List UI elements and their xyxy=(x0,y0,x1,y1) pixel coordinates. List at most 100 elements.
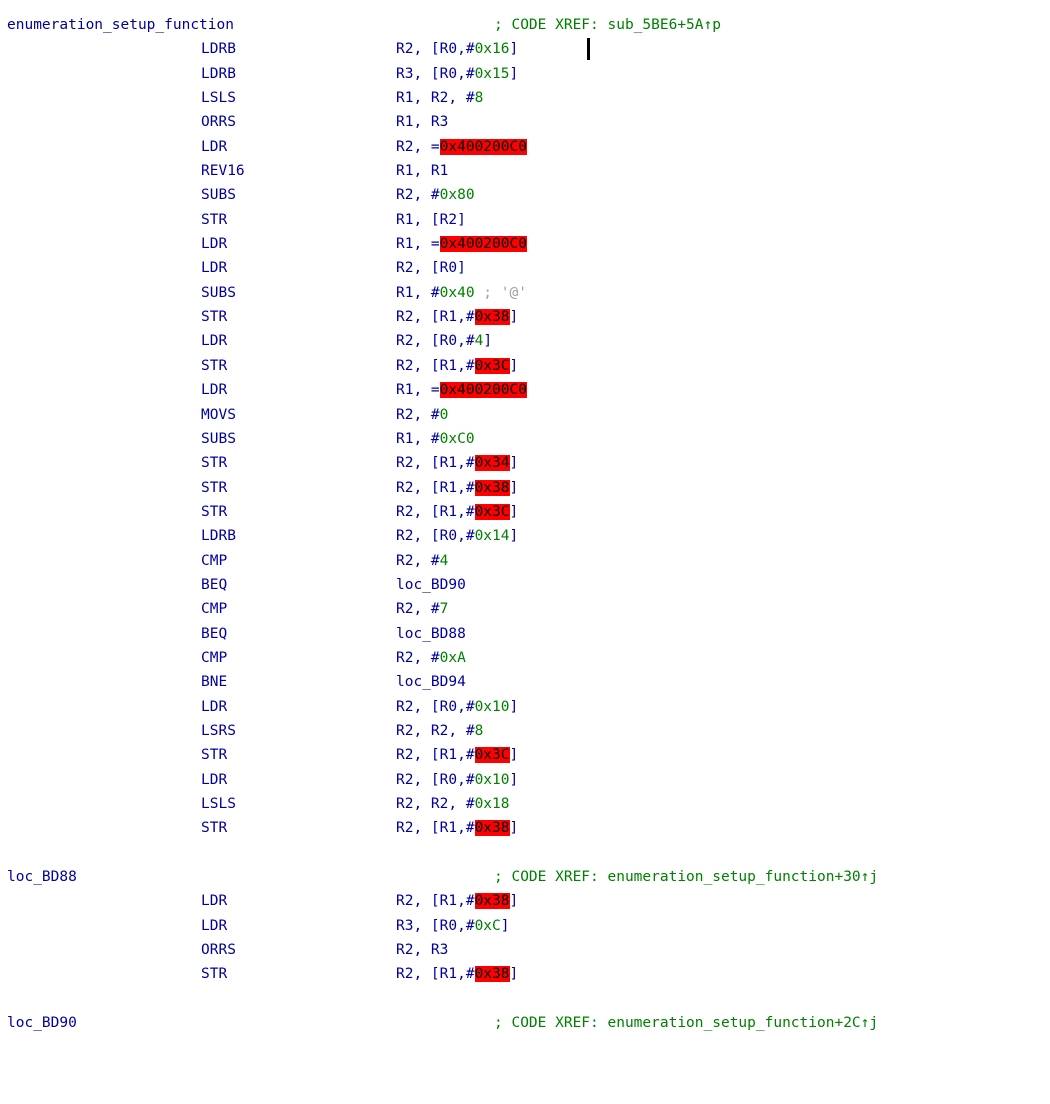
instruction-operands[interactable]: R2, [R1,#0x38] xyxy=(396,962,518,986)
instruction-row[interactable]: LSLS R2, R2, #0x18 xyxy=(0,792,1050,816)
instruction-operands[interactable]: R2, #0xA xyxy=(396,646,466,670)
instruction-row[interactable]: BEQ loc_BD90 xyxy=(0,573,1050,597)
instruction-mnemonic[interactable]: LSLS xyxy=(201,796,236,812)
instruction-operands[interactable]: R1, =0x400200C0 xyxy=(396,378,527,402)
instruction-row[interactable]: BNE loc_BD94 xyxy=(0,670,1050,694)
instruction-row[interactable]: LDR R2, [R0,#0x10] xyxy=(0,695,1050,719)
branch-target-label[interactable]: loc_BD94 xyxy=(396,674,466,691)
code-label-function[interactable]: enumeration_setup_function xyxy=(7,17,234,33)
instruction-mnemonic[interactable]: LDRB xyxy=(201,41,236,58)
instruction-row[interactable]: MOVS R2, #0 xyxy=(0,403,1050,427)
instruction-row[interactable]: LDR R1, =0x400200C0 xyxy=(0,378,1050,402)
instruction-row[interactable]: LDR R2, =0x400200C0 xyxy=(0,135,1050,159)
instruction-operands[interactable]: R2, [R1,#0x3C] xyxy=(396,500,518,524)
instruction-operands[interactable]: R2, [R0] xyxy=(396,256,466,280)
instruction-row[interactable]: STR R2, [R1,#0x3C] xyxy=(0,354,1050,378)
instruction-operands[interactable]: R3, [R0,#0x15] xyxy=(396,62,518,86)
instruction-mnemonic[interactable]: LSLS xyxy=(201,90,236,107)
code-label-loc-bd90[interactable]: loc_BD90 xyxy=(7,1015,77,1032)
instruction-row[interactable]: REV16 R1, R1 xyxy=(0,159,1050,183)
instruction-mnemonic[interactable]: STR xyxy=(201,455,228,472)
instruction-row[interactable]: STR R2, [R1,#0x34] xyxy=(0,451,1050,475)
branch-target-label[interactable]: loc_BD90 xyxy=(396,576,466,593)
instruction-mnemonic[interactable]: SUBS xyxy=(201,284,236,301)
instruction-mnemonic[interactable]: STR xyxy=(201,820,228,837)
instruction-operands[interactable]: R1, [R2] xyxy=(396,208,466,232)
instruction-operands[interactable]: R2, R3 xyxy=(396,938,448,962)
instruction-mnemonic[interactable]: CMP xyxy=(201,552,228,569)
instruction-row[interactable]: SUBS R1, #0x40 ; '@' xyxy=(0,281,1050,305)
instruction-row[interactable]: STR R2, [R1,#0x38] xyxy=(0,305,1050,329)
instruction-operands[interactable]: loc_BD94 xyxy=(396,670,466,694)
instruction-row[interactable]: LDR R1, =0x400200C0 xyxy=(0,232,1050,256)
instruction-mnemonic[interactable]: STR xyxy=(201,211,228,228)
instruction-row[interactable]: LDR R3, [R0,#0xC] xyxy=(0,914,1050,938)
instruction-operands[interactable]: R2, [R0,#0x10] xyxy=(396,695,518,719)
instruction-row[interactable]: LDR R2, [R0,#4] xyxy=(0,329,1050,353)
instruction-row[interactable]: LSRS R2, R2, #8 xyxy=(0,719,1050,743)
instruction-operands[interactable]: R2, #4 xyxy=(396,549,448,573)
code-label-loc-bd88[interactable]: loc_BD88 xyxy=(7,869,77,886)
instruction-row[interactable]: LDRB R2, [R0,#0x16] xyxy=(0,37,1050,61)
instruction-row[interactable]: STR R2, [R1,#0x3C] xyxy=(0,743,1050,767)
instruction-mnemonic[interactable]: LDR xyxy=(201,333,228,350)
instruction-row[interactable]: STR R2, [R1,#0x38] xyxy=(0,476,1050,500)
instruction-mnemonic[interactable]: MOVS xyxy=(201,406,236,423)
instruction-mnemonic[interactable]: ORRS xyxy=(201,114,236,131)
instruction-row[interactable]: BEQ loc_BD88 xyxy=(0,622,1050,646)
instruction-operands[interactable]: R1, R2, #8 xyxy=(396,86,483,110)
instruction-mnemonic[interactable]: REV16 xyxy=(201,163,245,180)
xref-comment-loc-bd88[interactable]: ; CODE XREF: enumeration_setup_function+… xyxy=(494,869,879,886)
instruction-mnemonic[interactable]: LDR xyxy=(201,382,228,399)
instruction-operands[interactable]: R2, [R1,#0x38] xyxy=(396,816,518,840)
instruction-mnemonic[interactable]: LDR xyxy=(201,138,228,155)
instruction-mnemonic[interactable]: LDRB xyxy=(201,65,236,82)
instruction-operands[interactable]: R2, #7 xyxy=(396,597,448,621)
instruction-mnemonic[interactable]: STR xyxy=(201,747,228,764)
instruction-row[interactable]: CMP R2, #0xA xyxy=(0,646,1050,670)
instruction-row[interactable]: CMP R2, #7 xyxy=(0,597,1050,621)
instruction-mnemonic[interactable]: BEQ xyxy=(201,625,228,642)
instruction-mnemonic[interactable]: BNE xyxy=(201,674,228,691)
instruction-operands[interactable]: R2, #0x80 xyxy=(396,183,475,207)
instruction-mnemonic[interactable]: LDR xyxy=(201,698,228,715)
instruction-operands[interactable]: R3, [R0,#0xC] xyxy=(396,914,510,938)
instruction-mnemonic[interactable]: STR xyxy=(201,479,228,496)
instruction-mnemonic[interactable]: SUBS xyxy=(201,187,236,204)
instruction-operands[interactable]: R1, R3 xyxy=(396,110,448,134)
instruction-operands[interactable]: R2, [R0,#0x14] xyxy=(396,524,518,548)
instruction-mnemonic[interactable]: ORRS xyxy=(201,942,236,959)
instruction-row[interactable]: ORRS R2, R3 xyxy=(0,938,1050,962)
instruction-mnemonic[interactable]: LDR xyxy=(201,771,228,788)
instruction-operands[interactable]: R2, R2, #8 xyxy=(396,719,483,743)
instruction-row[interactable]: SUBS R1, #0xC0 xyxy=(0,427,1050,451)
instruction-row[interactable]: LDR R2, [R1,#0x38] xyxy=(0,889,1050,913)
instruction-operands[interactable]: R2, [R0,#4] xyxy=(396,329,492,353)
branch-target-label[interactable]: loc_BD88 xyxy=(396,625,466,642)
instruction-mnemonic[interactable]: STR xyxy=(201,357,228,374)
instruction-row[interactable]: STR R2, [R1,#0x38] xyxy=(0,816,1050,840)
instruction-operands[interactable]: R2, #0 xyxy=(396,403,448,427)
instruction-operands[interactable]: R2, =0x400200C0 xyxy=(396,135,527,159)
instruction-mnemonic[interactable]: CMP xyxy=(201,649,228,666)
instruction-mnemonic[interactable]: SUBS xyxy=(201,430,236,447)
instruction-mnemonic[interactable]: LDR xyxy=(201,260,228,277)
instruction-mnemonic[interactable]: LDRB xyxy=(201,528,236,545)
instruction-row[interactable]: STR R2, [R1,#0x3C] xyxy=(0,500,1050,524)
instruction-mnemonic[interactable]: LDR xyxy=(201,236,228,253)
instruction-operands[interactable]: R2, [R0,#0x10] xyxy=(396,768,518,792)
instruction-row[interactable]: LSLS R1, R2, #8 xyxy=(0,86,1050,110)
instruction-operands[interactable]: R1, #0xC0 xyxy=(396,427,475,451)
instruction-row[interactable]: LDRB R2, [R0,#0x14] xyxy=(0,524,1050,548)
instruction-operands[interactable]: R2, R2, #0x18 xyxy=(396,792,510,816)
instruction-operands[interactable]: R1, R1 xyxy=(396,159,448,183)
instruction-operands[interactable]: R2, [R0,#0x16] xyxy=(396,37,518,61)
instruction-operands[interactable]: R2, [R1,#0x3C] xyxy=(396,743,518,767)
instruction-row[interactable]: LDR R2, [R0,#0x10] xyxy=(0,768,1050,792)
instruction-mnemonic[interactable]: STR xyxy=(201,503,228,520)
instruction-operands[interactable]: R2, [R1,#0x38] xyxy=(396,305,518,329)
instruction-row[interactable]: STR R1, [R2] xyxy=(0,208,1050,232)
instruction-mnemonic[interactable]: STR xyxy=(201,309,228,326)
instruction-operands[interactable]: R2, [R1,#0x38] xyxy=(396,889,518,913)
instruction-mnemonic[interactable]: LDR xyxy=(201,917,228,934)
